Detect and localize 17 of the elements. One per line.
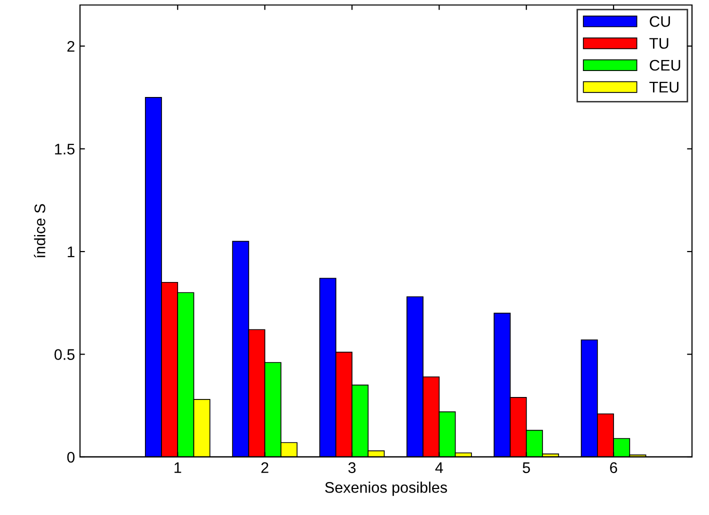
y-axis-title: índice S — [34, 204, 46, 258]
x-axis-title: Sexenios posibles — [325, 482, 448, 496]
x-tick-label: 2 — [261, 462, 268, 473]
legend-label: CEU — [650, 60, 680, 71]
y-tick-label: 0.5 — [54, 349, 74, 360]
x-tick-label: 5 — [522, 462, 530, 474]
y-tick-label: 2 — [67, 40, 74, 52]
legend-label: TU — [649, 38, 668, 49]
y-tick-label: 1.5 — [55, 144, 74, 155]
x-tick-label: 4 — [435, 462, 443, 473]
y-tick-label: 0 — [67, 452, 75, 463]
x-tick-label: 6 — [610, 462, 618, 474]
x-tick-label: 3 — [348, 462, 356, 474]
y-tick-label: 1 — [68, 246, 74, 258]
legend-label: CU — [650, 16, 670, 27]
legend-label: TEU — [649, 82, 678, 93]
x-tick-label: 1 — [174, 462, 182, 473]
